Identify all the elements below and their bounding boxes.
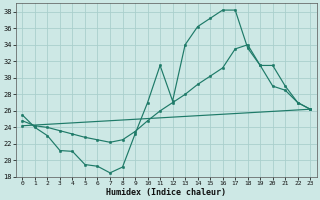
X-axis label: Humidex (Indice chaleur): Humidex (Indice chaleur) (106, 188, 226, 197)
